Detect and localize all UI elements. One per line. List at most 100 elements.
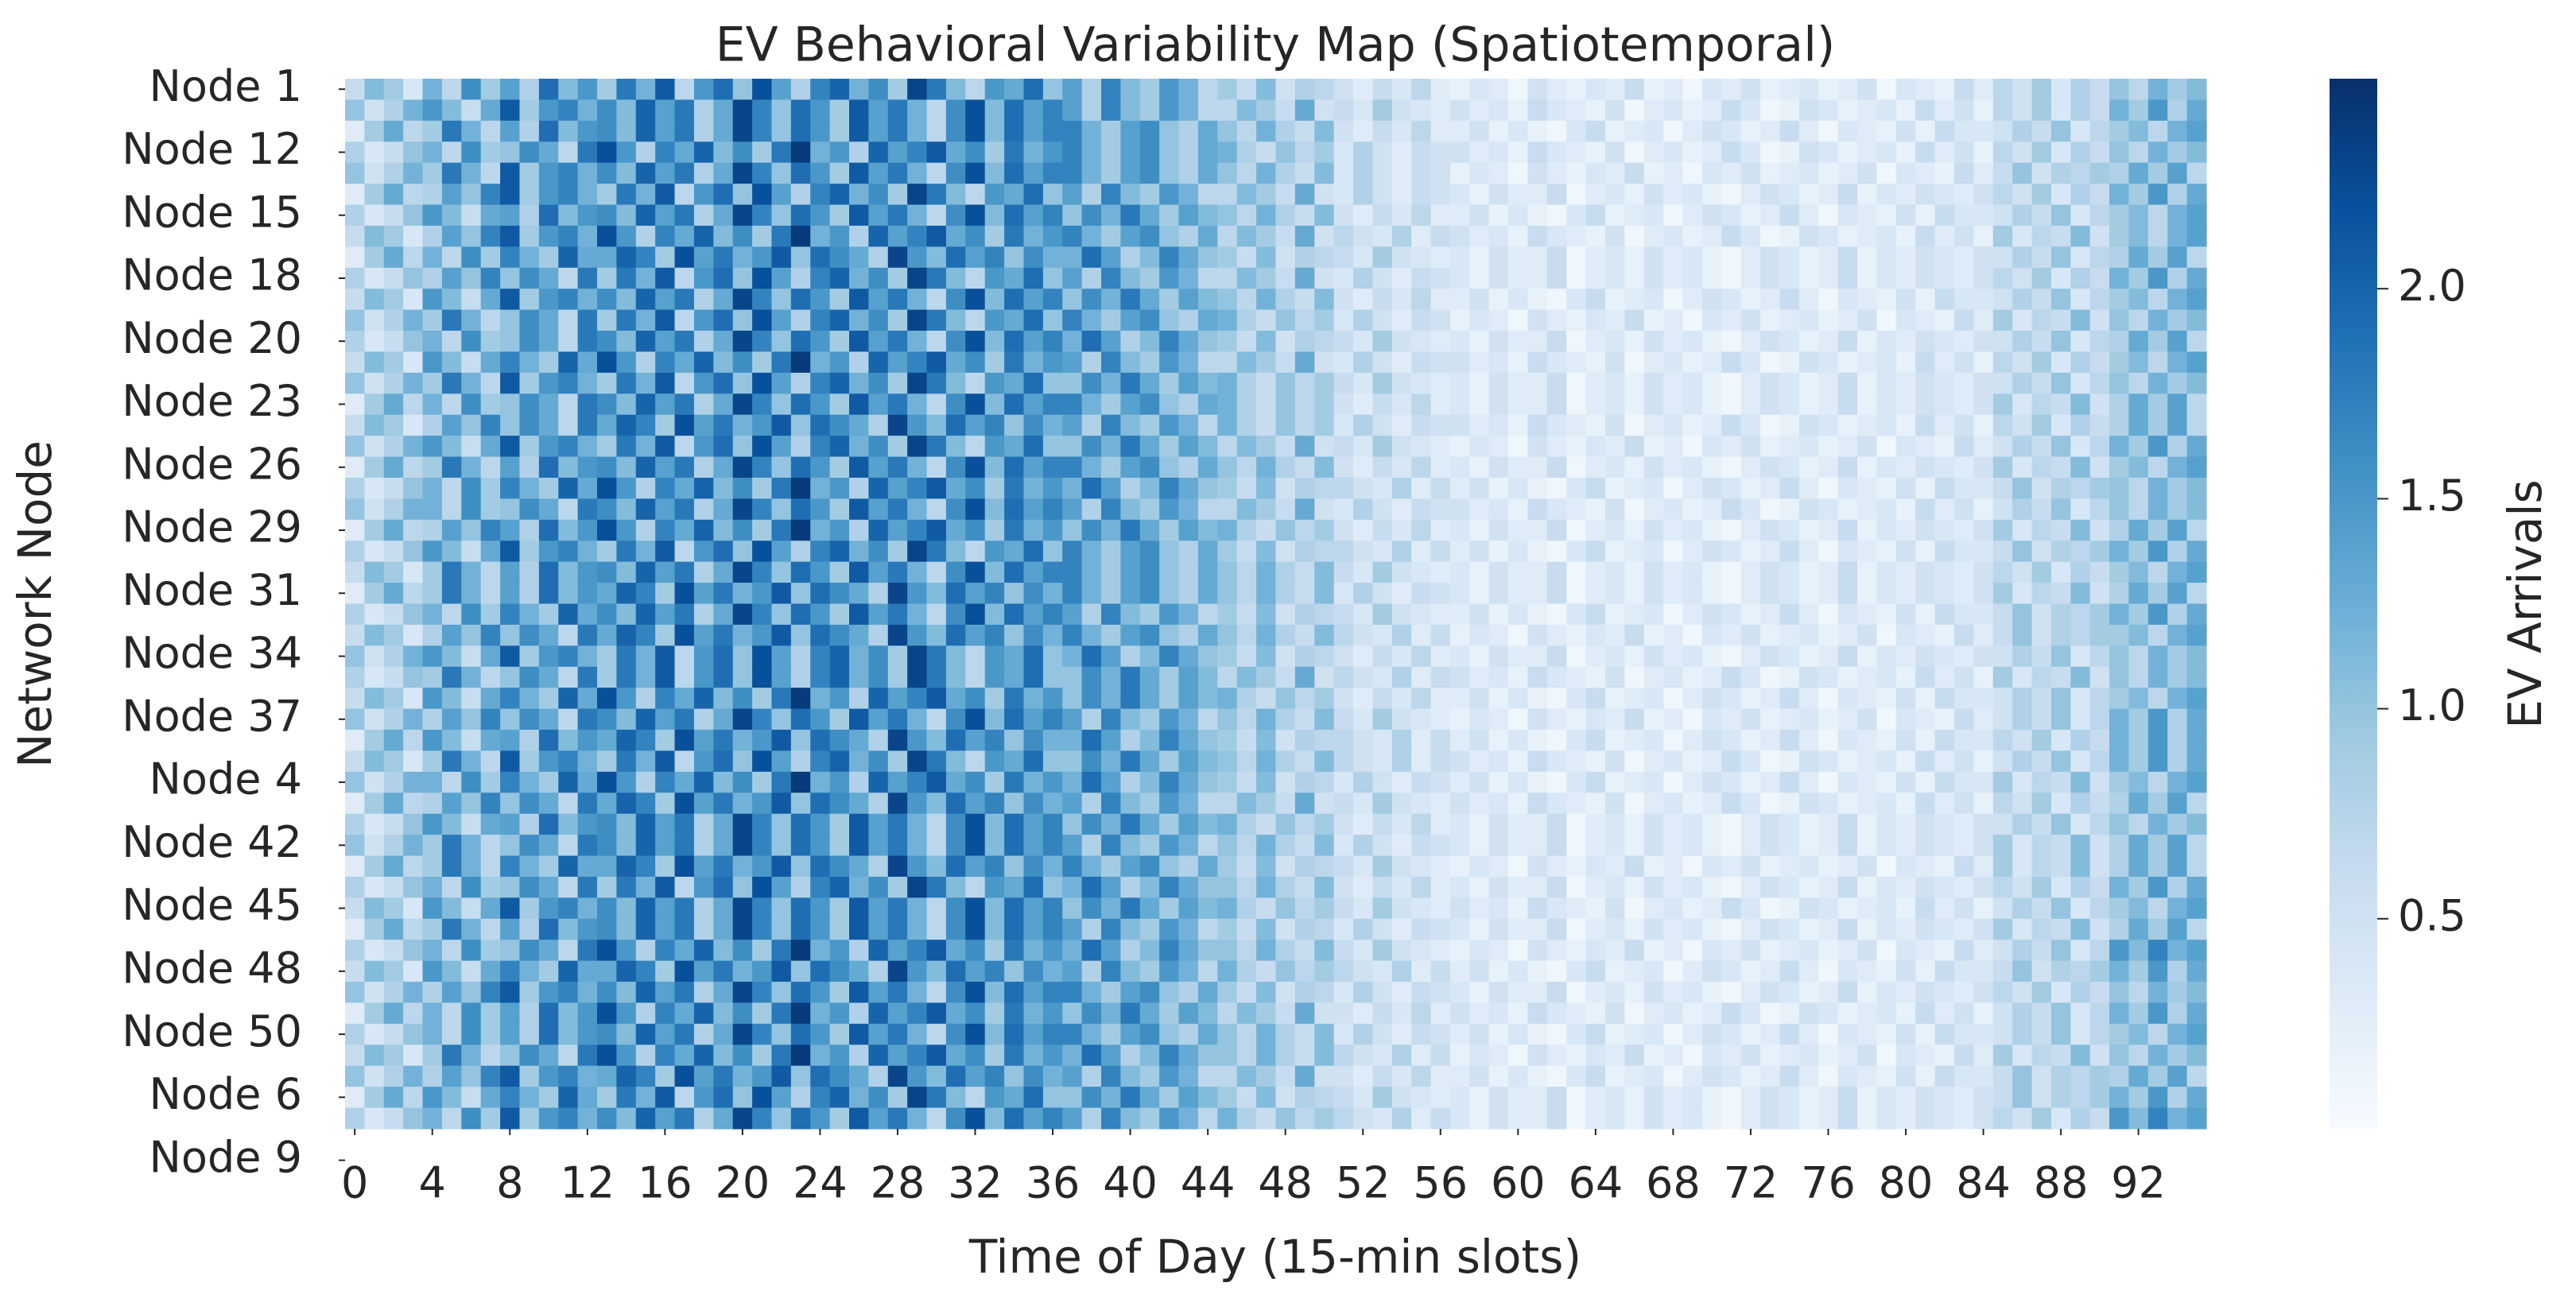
cell xyxy=(345,1107,365,1130)
cell xyxy=(2128,498,2149,521)
cell xyxy=(1663,750,1684,773)
cell xyxy=(1508,771,1529,793)
cell xyxy=(1430,960,1451,982)
cell xyxy=(1275,1044,1296,1067)
cell xyxy=(2186,120,2207,142)
cell xyxy=(984,225,1005,247)
cell xyxy=(1818,1002,1839,1025)
cell xyxy=(635,519,656,541)
cell xyxy=(1585,813,1606,835)
cell xyxy=(1333,246,1354,269)
cell xyxy=(2089,351,2110,374)
cell xyxy=(1411,897,1432,920)
cell xyxy=(597,1107,617,1130)
cell xyxy=(1256,184,1277,206)
cell xyxy=(403,771,424,793)
cell xyxy=(1391,1002,1412,1025)
cell xyxy=(635,793,656,815)
cell xyxy=(1488,204,1509,227)
cell xyxy=(1236,162,1257,184)
cell xyxy=(364,688,385,710)
cell xyxy=(693,162,714,184)
cell xyxy=(752,1065,773,1087)
cell xyxy=(1798,498,1819,521)
cell xyxy=(984,1065,1005,1087)
cell xyxy=(461,393,482,416)
cell xyxy=(1430,1065,1451,1087)
cell xyxy=(1488,1107,1509,1130)
cell xyxy=(1042,583,1063,605)
cell xyxy=(1818,940,1839,962)
cell xyxy=(1081,1107,1102,1130)
cell xyxy=(1256,541,1277,563)
cell xyxy=(1159,289,1180,311)
cell xyxy=(1663,583,1684,605)
cell xyxy=(1062,436,1083,458)
cell xyxy=(519,393,540,416)
cell xyxy=(1566,1107,1587,1130)
cell xyxy=(1178,331,1199,353)
cell xyxy=(945,1087,966,1109)
cell xyxy=(810,477,831,499)
cell xyxy=(945,940,966,962)
cell xyxy=(1953,225,1974,247)
cell xyxy=(461,645,482,668)
cell xyxy=(1159,477,1180,499)
cell xyxy=(616,498,637,521)
cell xyxy=(1236,771,1257,793)
cell xyxy=(1585,793,1606,815)
cell xyxy=(945,561,966,583)
cell xyxy=(810,940,831,962)
cell xyxy=(2089,498,2110,521)
cell xyxy=(1314,372,1335,394)
cell xyxy=(422,603,443,626)
cell xyxy=(1314,331,1335,353)
cell xyxy=(1876,99,1897,122)
cell xyxy=(1333,1065,1354,1087)
cell xyxy=(655,982,676,1004)
cell xyxy=(1760,835,1781,857)
cell xyxy=(1101,603,1122,626)
cell xyxy=(1197,519,1218,541)
cell xyxy=(2167,897,2188,920)
cell xyxy=(1353,162,1374,184)
cell xyxy=(1818,309,1839,331)
cell xyxy=(2031,583,2052,605)
cell xyxy=(1837,414,1858,436)
cell xyxy=(1740,813,1761,835)
colorbar-tick-label: 1.5 xyxy=(2398,471,2466,521)
cell xyxy=(616,456,637,479)
cell xyxy=(1508,940,1529,962)
cell xyxy=(1294,1087,1315,1109)
cell xyxy=(926,918,947,940)
cell xyxy=(2012,289,2033,311)
cell xyxy=(926,204,947,227)
cell xyxy=(519,708,540,731)
cell xyxy=(907,204,928,227)
cell xyxy=(1120,477,1141,499)
cell xyxy=(1023,498,1044,521)
cell xyxy=(829,246,850,269)
cell xyxy=(2070,982,2091,1004)
cell xyxy=(1139,1107,1160,1130)
cell xyxy=(558,666,579,688)
cell xyxy=(1740,982,1761,1004)
cell xyxy=(1236,541,1257,563)
cell xyxy=(441,477,462,499)
cell xyxy=(1837,940,1858,962)
cell xyxy=(635,289,656,311)
cell xyxy=(1449,99,1470,122)
cell xyxy=(1236,940,1257,962)
cell xyxy=(558,960,579,982)
cell xyxy=(1275,456,1296,479)
cell xyxy=(1798,477,1819,499)
cell xyxy=(1081,666,1102,688)
cell xyxy=(752,141,773,164)
cell xyxy=(1256,1107,1277,1130)
cell xyxy=(1721,456,1742,479)
cell xyxy=(1837,771,1858,793)
cell xyxy=(1546,309,1567,331)
cell xyxy=(1333,750,1354,773)
cell xyxy=(713,541,734,563)
cell xyxy=(790,771,811,793)
